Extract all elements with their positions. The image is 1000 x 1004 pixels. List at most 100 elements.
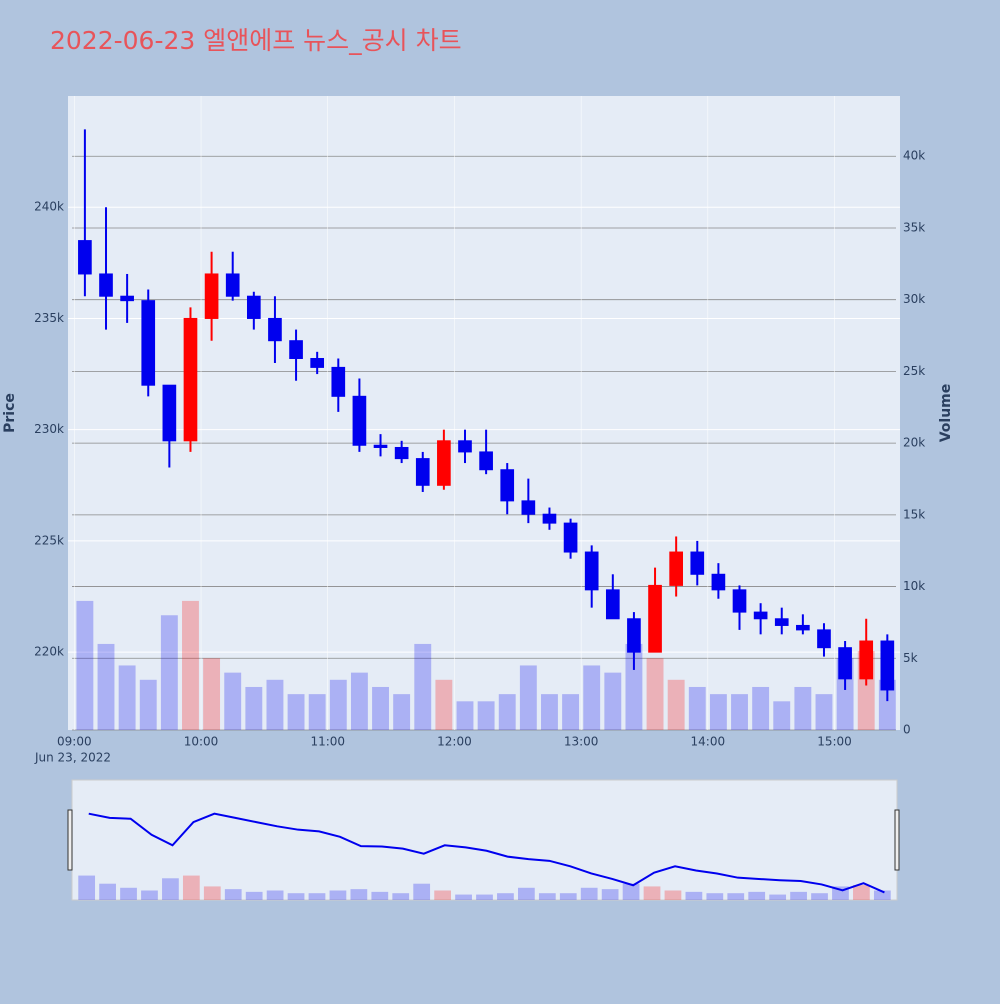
volume-bar [541, 694, 558, 730]
slider-volume-bar [245, 891, 263, 900]
candle-body [289, 340, 303, 359]
slider-volume-bar [580, 887, 598, 900]
y-tick-label: 220k [34, 645, 64, 659]
slider-volume-bar [203, 886, 221, 900]
slider-volume-bar [141, 890, 158, 900]
slider-volume-bar [706, 893, 724, 900]
slider-volume-bar [455, 894, 472, 900]
candle-body [711, 573, 726, 591]
volume-bar [435, 679, 453, 730]
volume-bar [393, 694, 411, 730]
slider-volume-bar [350, 889, 368, 900]
volume-bar [224, 672, 242, 730]
x-tick-label: 11:00 [310, 735, 345, 749]
y-tick-label: 240k [34, 200, 64, 214]
candle-body [753, 611, 768, 620]
candle-body [458, 440, 472, 453]
x-tick-label: 14:00 [691, 735, 726, 749]
slider-volume-bar [518, 887, 535, 900]
slider-volume-bar [643, 886, 661, 900]
y-axis-title: Price [2, 393, 18, 433]
volume-bar [245, 686, 263, 730]
candle-body [605, 589, 620, 620]
slider-volume-bar [727, 893, 745, 900]
candle-body [732, 589, 747, 613]
candle-body [99, 273, 113, 297]
range-slider[interactable] [71, 779, 898, 901]
candle-body [627, 618, 641, 653]
candle-body [394, 446, 409, 460]
y2-tick-label: 40k [903, 149, 925, 163]
candle-body [838, 647, 852, 680]
volume-bar [477, 701, 495, 730]
y2-tick-label: 20k [903, 436, 925, 450]
slider-volume-bar [811, 893, 828, 900]
candle-body [141, 300, 156, 386]
volume-bar [76, 600, 94, 730]
slider-volume-bar [769, 894, 787, 900]
volume-bar [97, 643, 115, 730]
slider-volume-bar [287, 893, 305, 900]
volume-bar [731, 694, 748, 730]
volume-bar [583, 665, 601, 730]
volume-bar [773, 701, 791, 730]
slider-volume-bar [685, 891, 703, 900]
volume-bar [372, 686, 389, 730]
slider-volume-bar [224, 889, 242, 900]
candle-body [796, 624, 810, 631]
y-tick-label: 235k [34, 311, 64, 325]
candle-body [648, 584, 662, 653]
candle-body [310, 357, 325, 368]
volume-bar [414, 643, 432, 730]
candle-body [331, 366, 346, 397]
candle-body [183, 317, 198, 442]
y2-tick-label: 30k [903, 292, 925, 306]
slider-volume-bar [99, 883, 116, 900]
volume-bar [456, 701, 474, 730]
volume-bar [139, 679, 157, 730]
y2-tick-label: 5k [903, 651, 918, 665]
slider-volume-bar [853, 885, 870, 900]
volume-bar [815, 694, 833, 730]
volume-bar [688, 686, 706, 730]
x-date-label: Jun 23, 2022 [34, 751, 111, 765]
x-tick-label: 15:00 [817, 735, 852, 749]
x-tick-label: 10:00 [184, 735, 219, 749]
volume-bar [646, 658, 664, 730]
candle-body [669, 551, 683, 586]
slider-handle[interactable] [67, 809, 73, 871]
slider-volume-bar [748, 891, 766, 900]
candle-body [880, 640, 895, 691]
candle-body [268, 317, 282, 342]
slider-volume-bar [182, 875, 200, 900]
candle-body [500, 469, 515, 502]
volume-bar [498, 694, 516, 730]
candle-body [690, 551, 705, 575]
volume-bar [266, 679, 284, 730]
candle-body [542, 513, 557, 524]
volume-bar [878, 679, 896, 730]
slider-volume-bar [78, 875, 96, 900]
slider-volume-bar [434, 890, 451, 900]
slider-volume-bar [476, 894, 493, 900]
slider-volume-bar [308, 893, 326, 900]
candle-body [78, 240, 92, 275]
volume-bar [625, 643, 643, 730]
y2-tick-label: 35k [903, 220, 925, 234]
y-tick-label: 230k [34, 422, 64, 436]
x-tick-label: 12:00 [437, 735, 472, 749]
slider-volume-bar [371, 891, 389, 900]
slider-volume-bar [162, 878, 179, 900]
volume-bar [182, 600, 199, 730]
candle-body [246, 295, 261, 319]
volume-bar [350, 672, 368, 730]
volume-bar [308, 694, 326, 730]
slider-handle[interactable] [894, 809, 900, 871]
candle-body [204, 273, 219, 319]
chart-title: 2022-06-23 엘앤에프 뉴스_공시 차트 [50, 26, 462, 55]
volume-bar [562, 694, 580, 730]
candle-body [774, 618, 789, 626]
volume-bar [709, 694, 727, 730]
candle-body [584, 551, 599, 591]
